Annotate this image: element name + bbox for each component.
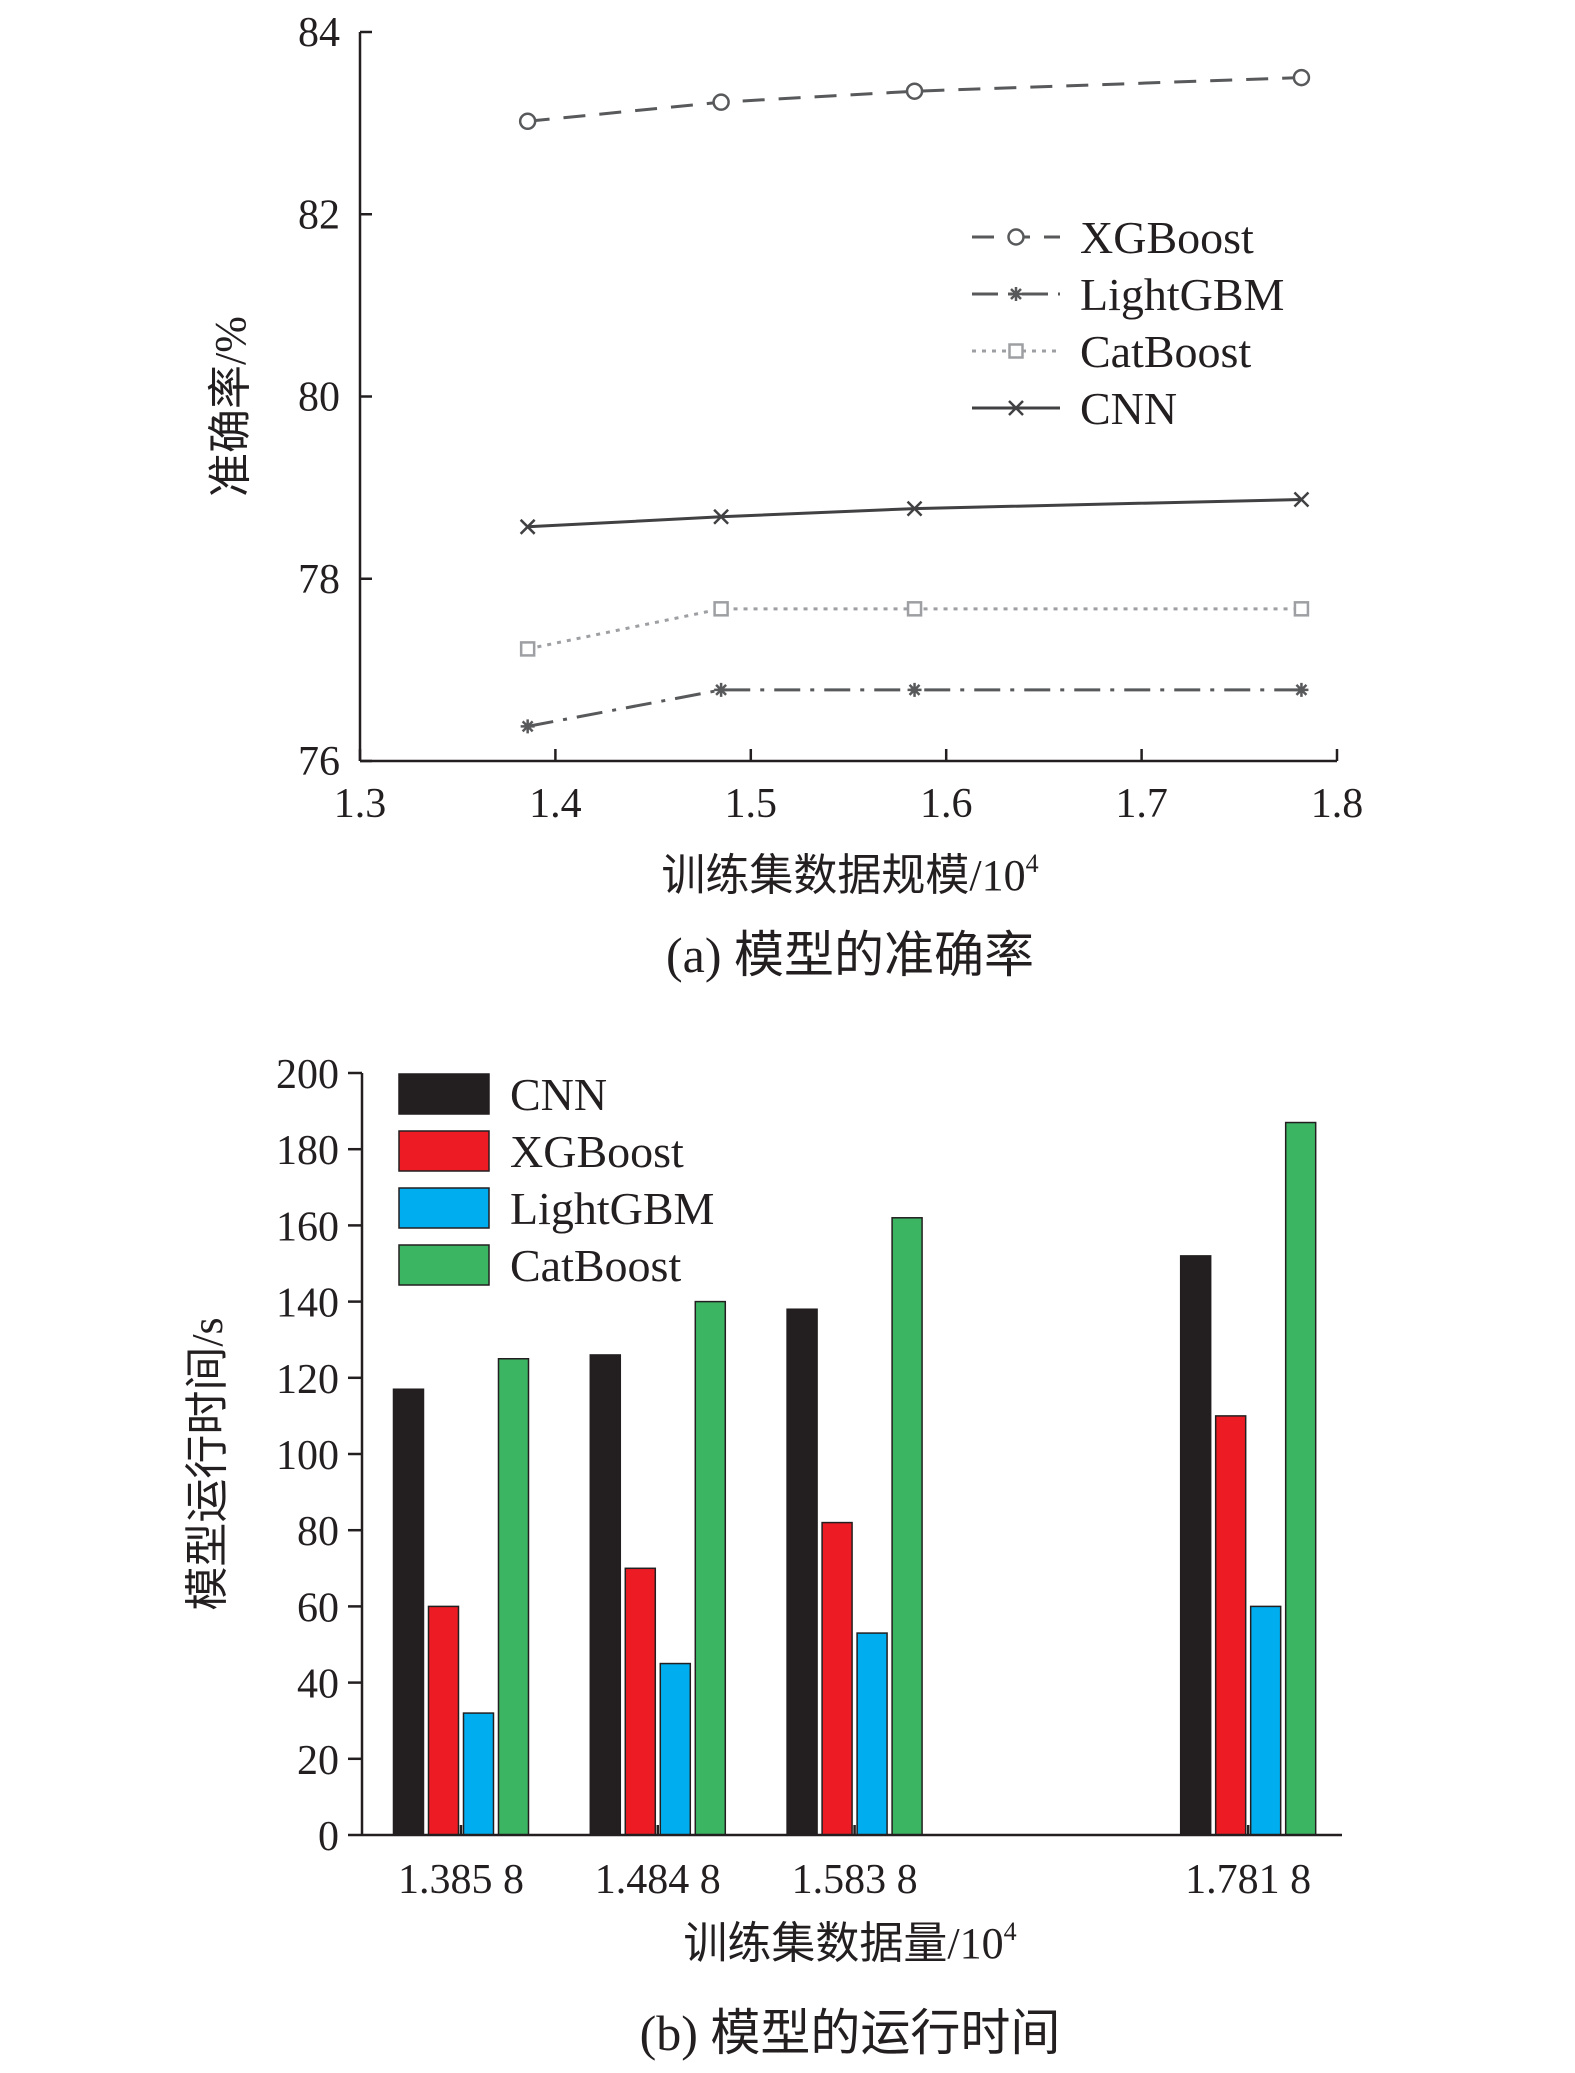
series-line-cnn (527, 497, 1302, 529)
y-axis-title: 准确率/% (206, 316, 255, 497)
x-axis-title-text: 训练集数据量/10 (683, 1919, 1003, 1968)
x-tick-label: 1.6 (920, 781, 973, 827)
legend-swatch-lightgbm (398, 1187, 490, 1229)
bar-xgboost (624, 1567, 657, 1836)
y-tick-label: 120 (276, 1357, 339, 1403)
y-tick-label: 0 (318, 1814, 339, 1860)
y-tick-label: 80 (298, 375, 340, 421)
bar-cnn (786, 1308, 818, 1836)
legend-marker-lightgbm (1009, 287, 1023, 301)
legend-label-xgboost: XGBoost (1080, 212, 1254, 263)
bar-lightgbm (856, 1632, 888, 1836)
x-tick-label: 1.781 8 (1185, 1857, 1311, 1903)
bar-xgboost (1214, 1415, 1247, 1836)
data-point-catboost (1293, 601, 1310, 617)
data-point-xgboost (518, 112, 537, 131)
legend-swatch-cnn (398, 1073, 490, 1115)
data-point-catboost (906, 601, 923, 617)
legend-swatch-xgboost (398, 1130, 490, 1172)
bar-catboost (497, 1358, 530, 1836)
runtime-bar-chart: 0 20 40 60 80 100 120 140 160 180 200 1.385 8 1.484 … (183, 1052, 1342, 1968)
x-tick-label: 1.385 8 (398, 1857, 524, 1903)
x-axis-title: 训练集数据规模/104 (661, 849, 1038, 900)
data-point-catboost (519, 641, 536, 657)
legend-marker-xgboost (1007, 228, 1025, 246)
x-axis-title-text: 训练集数据规模/10 (661, 851, 1025, 900)
data-point-xgboost (905, 82, 924, 100)
legend-label-lightgbm: LightGBM (510, 1183, 714, 1234)
y-tick-label: 80 (297, 1509, 339, 1555)
x-tick-label: 1.4 (529, 781, 582, 827)
y-tick-label: 76 (298, 739, 340, 785)
y-tick-label: 82 (298, 192, 340, 238)
bar-lightgbm (1249, 1605, 1282, 1836)
x-axis-title-exponent: 4 (1004, 1917, 1017, 1946)
x-tick-label: 1.7 (1115, 781, 1168, 827)
bar-catboost (1284, 1121, 1317, 1836)
data-point-lightgbm (714, 682, 729, 697)
caption-b: (b) 模型的运行时间 (640, 2005, 1061, 2061)
y-tick-label: 20 (297, 1738, 339, 1784)
data-point-lightgbm (907, 682, 922, 697)
legend-label-catboost: CatBoost (510, 1240, 681, 1291)
y-tick-label: 100 (276, 1433, 339, 1479)
y-tick-label: 84 (298, 10, 340, 56)
data-point-cnn (906, 500, 923, 517)
legend-label-cnn: CNN (1080, 383, 1177, 434)
legend-marker-catboost (1008, 343, 1024, 359)
caption-a: (a) 模型的准确率 (666, 927, 1034, 983)
bar-cnn (589, 1354, 622, 1836)
data-point-xgboost (712, 93, 730, 111)
legend-marker-cnn (1008, 400, 1024, 416)
legend-label-xgboost: XGBoost (510, 1126, 684, 1177)
y-tick-label: 160 (276, 1204, 339, 1250)
accuracy-line-chart: 76 78 80 82 84 1.3 1.4 1.5 1.6 1.7 1.8 准确率/% 训练集数据规模… (206, 10, 1363, 900)
x-axis-title-exponent: 4 (1026, 849, 1039, 878)
y-axis-title: 模型运行时间/s (183, 1317, 232, 1610)
x-tick-label: 1.484 8 (595, 1857, 721, 1903)
data-point-catboost (713, 601, 729, 617)
y-tick-label: 40 (297, 1662, 339, 1708)
data-point-cnn (713, 508, 729, 525)
x-tick-label: 1.5 (725, 781, 778, 827)
x-tick-label: 1.583 8 (792, 1857, 918, 1903)
legend-label-lightgbm: LightGBM (1080, 269, 1284, 320)
y-tick-label: 78 (298, 557, 340, 603)
y-tick-label: 180 (276, 1128, 339, 1174)
data-point-lightgbm (520, 719, 535, 734)
bar-xgboost (427, 1605, 460, 1836)
bar-cnn (1179, 1255, 1212, 1836)
x-axis-title: 训练集数据量/104 (683, 1917, 1016, 1968)
data-point-xgboost (1292, 68, 1311, 87)
bar-lightgbm (659, 1662, 692, 1836)
y-tick-label: 140 (276, 1281, 339, 1327)
legend-label-catboost: CatBoost (1080, 326, 1251, 377)
series-line-xgboost (527, 76, 1302, 123)
legend-swatch-catboost (398, 1244, 490, 1286)
x-tick-label: 1.3 (334, 781, 387, 827)
bar-xgboost (821, 1521, 853, 1836)
y-tick-label: 60 (297, 1585, 339, 1631)
data-point-lightgbm (1294, 682, 1309, 697)
legend-label-cnn: CNN (510, 1069, 607, 1120)
x-tick-label: 1.8 (1311, 781, 1364, 827)
bar-catboost (694, 1300, 727, 1836)
data-point-cnn (1293, 491, 1310, 508)
bar-lightgbm (462, 1712, 495, 1836)
y-tick-label: 200 (276, 1052, 339, 1098)
bar-cnn (392, 1388, 425, 1836)
data-point-cnn (519, 518, 536, 535)
bar-catboost (891, 1217, 923, 1836)
